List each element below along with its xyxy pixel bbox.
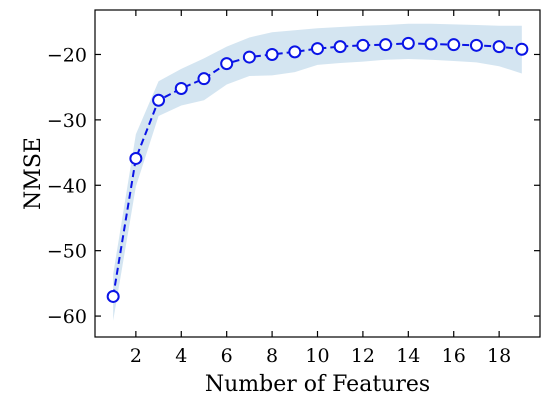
data-point xyxy=(242,50,256,64)
y-tick-label: −20 xyxy=(47,44,87,66)
x-tick-label: 18 xyxy=(487,345,511,367)
data-point xyxy=(129,151,143,165)
x-tick-label: 14 xyxy=(396,345,420,367)
data-point xyxy=(106,289,120,303)
data-point xyxy=(288,45,302,59)
y-tick-label: −50 xyxy=(47,241,87,263)
data-point xyxy=(311,42,324,56)
data-point xyxy=(152,93,166,107)
data-point xyxy=(424,37,438,51)
x-tick-label: 10 xyxy=(305,345,329,367)
y-tick-label: −60 xyxy=(47,306,87,328)
x-tick-label: 4 xyxy=(175,345,187,367)
data-point xyxy=(197,72,211,86)
data-point xyxy=(447,38,461,52)
data-point xyxy=(515,42,529,56)
y-tick-label: −30 xyxy=(47,110,87,132)
data-point xyxy=(174,81,188,95)
data-point xyxy=(379,38,393,52)
x-tick-label: 12 xyxy=(351,345,375,367)
y-axis-label: NMSE xyxy=(21,137,46,210)
x-axis-label: Number of Features xyxy=(205,372,430,397)
data-point xyxy=(469,38,483,52)
x-tick-label: 2 xyxy=(130,345,142,367)
data-point xyxy=(220,57,234,71)
x-tick-label: 6 xyxy=(221,345,233,367)
x-tick-label: 16 xyxy=(442,345,466,367)
confidence-band-layer xyxy=(113,23,522,321)
data-point xyxy=(265,47,279,61)
data-marker-layer xyxy=(106,36,529,303)
tick-layer xyxy=(95,10,540,337)
data-point xyxy=(401,36,415,50)
data-point xyxy=(492,40,506,54)
y-tick-label: −40 xyxy=(47,175,87,197)
data-point xyxy=(333,40,347,54)
data-point xyxy=(356,38,370,52)
tick-label-layer: 2 4 6 8 10 12 14 16 18 −60 −50 −40 −30 −20 xyxy=(47,44,511,367)
confidence-band xyxy=(113,23,522,321)
x-tick-label: 8 xyxy=(266,345,278,367)
